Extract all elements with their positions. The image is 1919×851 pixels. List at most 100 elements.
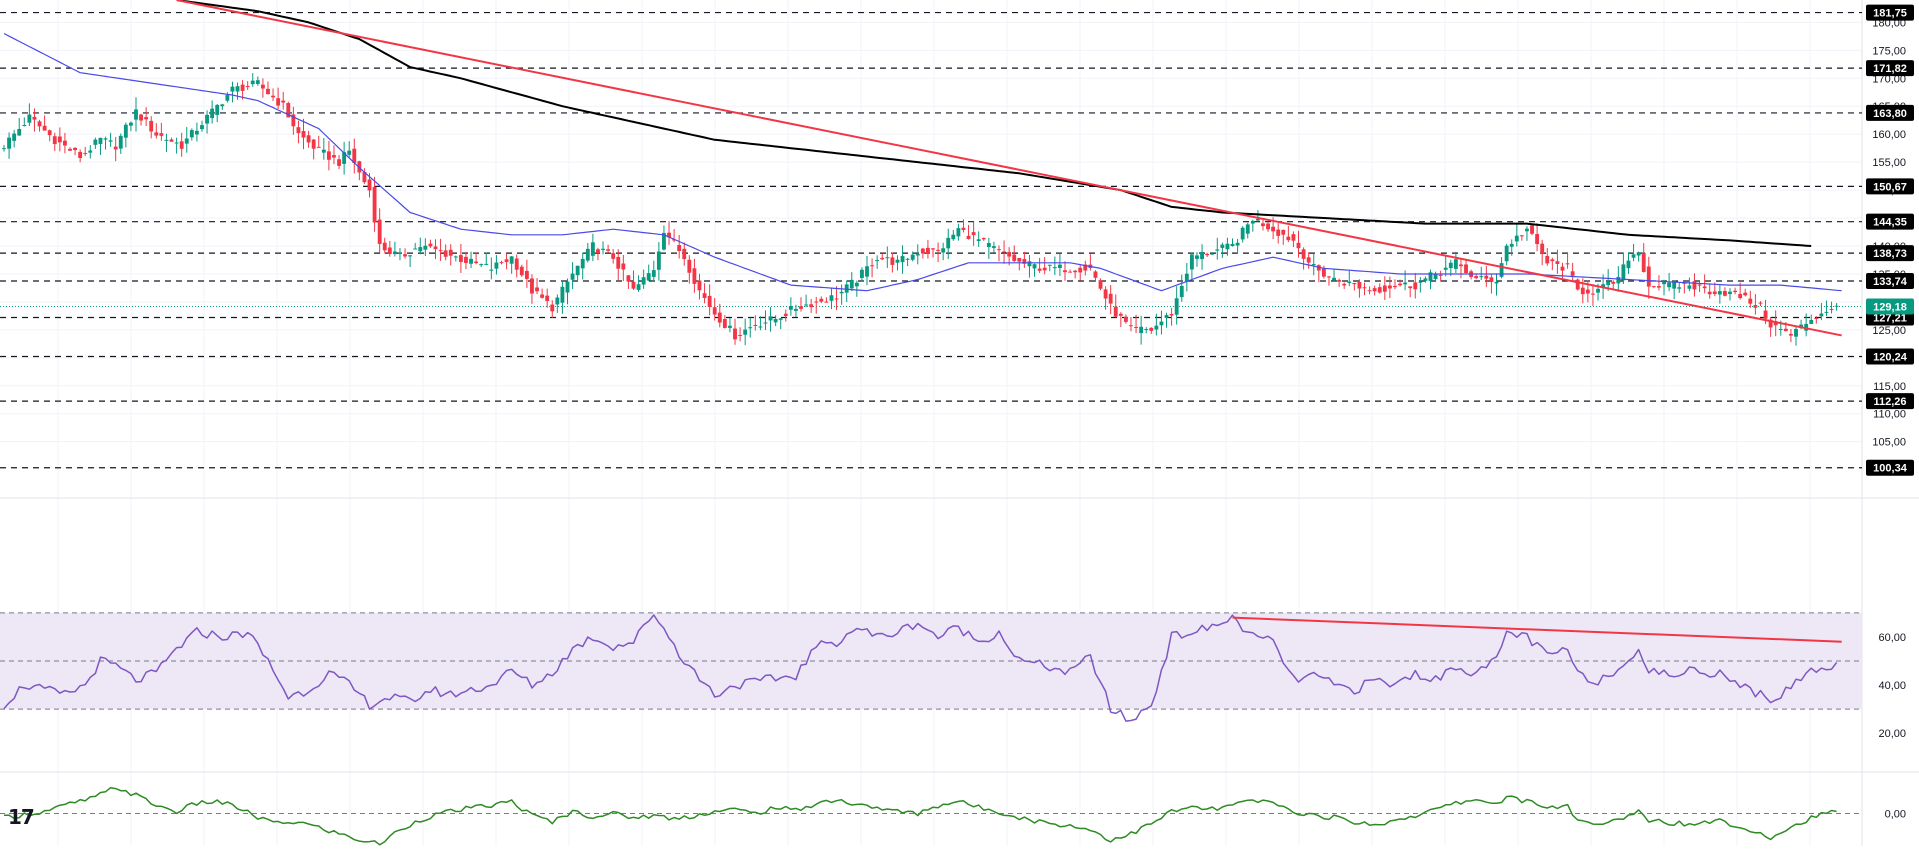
- price-axis[interactable]: 180,00175,00170,00165,00160,00155,00150,…: [1866, 4, 1914, 821]
- candle-body: [854, 282, 859, 287]
- candle-body: [1601, 284, 1606, 288]
- candle-body: [1007, 251, 1012, 257]
- candle-body: [78, 151, 83, 158]
- candle-body: [1342, 283, 1347, 286]
- candle-body: [859, 269, 864, 278]
- candle-body: [702, 293, 707, 299]
- candle-body: [1103, 289, 1108, 299]
- candle-body: [1570, 271, 1575, 276]
- level-badge-bg: [1866, 104, 1914, 121]
- candle-body: [179, 141, 184, 149]
- candle-body: [590, 242, 595, 256]
- candle-body: [1834, 305, 1839, 307]
- candle-body: [748, 327, 753, 329]
- candle-body: [672, 239, 677, 241]
- candle-body: [799, 306, 803, 309]
- candle-body: [17, 128, 22, 136]
- candle-body: [697, 280, 702, 291]
- candle-body: [316, 146, 321, 148]
- candle-body: [1174, 298, 1179, 315]
- candle-body: [1210, 253, 1215, 255]
- candle-body: [1596, 288, 1600, 293]
- candle-body: [925, 247, 930, 254]
- candle-body: [1453, 259, 1458, 269]
- candle-body: [839, 291, 844, 294]
- candle-body: [1575, 279, 1580, 290]
- candle-body: [809, 304, 814, 308]
- candle-body: [489, 269, 494, 271]
- candle-body: [758, 326, 763, 328]
- candle-body: [1057, 264, 1062, 268]
- candle-body: [728, 325, 732, 328]
- candle-body: [743, 329, 748, 335]
- candle-body: [1022, 259, 1027, 264]
- candle-body: [22, 125, 27, 127]
- candle-body: [606, 249, 611, 251]
- candle-body: [367, 179, 372, 191]
- candle-body: [824, 301, 829, 303]
- candle-body: [880, 257, 885, 260]
- candle-body: [1794, 328, 1798, 337]
- candle-body: [981, 237, 986, 240]
- candle-body: [1550, 259, 1555, 262]
- candle-body: [260, 84, 265, 89]
- candle-body: [1682, 282, 1687, 284]
- candle-body: [413, 248, 418, 250]
- candle-body: [1195, 255, 1199, 259]
- candle-body: [1200, 252, 1204, 260]
- candle-body: [52, 136, 57, 145]
- candle-body: [1037, 268, 1042, 271]
- candle-body: [1743, 292, 1748, 296]
- candle-body: [1276, 229, 1281, 236]
- candle-body: [1377, 287, 1382, 293]
- candle-body: [448, 249, 453, 256]
- price-trendline: [176, 0, 1842, 337]
- candle-body: [458, 255, 463, 262]
- candle-body: [453, 256, 458, 258]
- candle-body: [555, 297, 560, 305]
- candle-body: [1651, 286, 1656, 288]
- level-badge: 171,82: [1873, 63, 1907, 75]
- candle-body: [1052, 267, 1057, 269]
- candle-body: [1332, 277, 1336, 281]
- candle-body: [347, 150, 352, 155]
- candle-body: [1580, 287, 1585, 295]
- candle-body: [438, 250, 443, 252]
- tradingview-logo[interactable]: 17: [8, 805, 35, 829]
- candle-body: [768, 316, 773, 321]
- candle-body: [885, 257, 890, 259]
- candle-body: [1387, 285, 1392, 289]
- candle-body: [804, 304, 809, 306]
- candle-body: [1068, 271, 1072, 273]
- candle-body: [915, 254, 920, 256]
- candle-body: [1641, 252, 1646, 272]
- candle-body: [139, 114, 143, 121]
- candle-body: [1778, 328, 1783, 330]
- candle-body: [342, 152, 347, 164]
- price-tick-label: 115,00: [1873, 381, 1906, 393]
- candle-body: [753, 324, 758, 326]
- candle-body: [662, 232, 666, 250]
- level-badge: 150,67: [1873, 181, 1907, 193]
- candle-body: [585, 248, 590, 261]
- candle-body: [1255, 218, 1260, 221]
- candle-body: [865, 266, 869, 277]
- oscillator-panel: [4, 786, 1837, 846]
- level-badge: 112,26: [1873, 396, 1906, 408]
- candle-body: [1108, 293, 1113, 304]
- candle-body: [565, 281, 570, 293]
- candle-body: [1154, 325, 1159, 330]
- candle-body: [1733, 290, 1738, 293]
- candle-body: [255, 80, 260, 84]
- candle-body: [1403, 282, 1408, 285]
- candle-body: [895, 259, 900, 263]
- candle-body: [1819, 313, 1824, 317]
- candle-body: [362, 171, 367, 183]
- candle-body: [961, 227, 966, 231]
- candle-body: [398, 252, 402, 254]
- candle-body: [1337, 279, 1342, 282]
- candle-body: [1758, 302, 1763, 304]
- candle-body: [1448, 262, 1453, 269]
